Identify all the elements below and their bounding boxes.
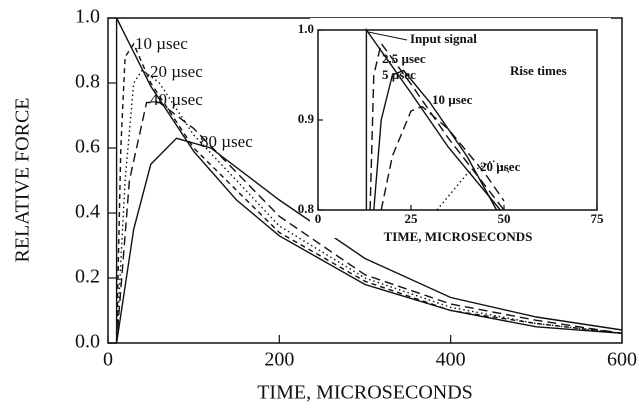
x-tick-label: 600 [607,349,637,371]
y-tick-label: 0.9 [298,111,315,126]
x-tick-label: 50 [498,211,511,226]
y-tick-label: 1.0 [298,21,314,36]
x-tick-label: 75 [591,211,605,226]
series-label: Input signal [410,31,477,46]
series-label: 2.5 µsec [382,51,426,66]
y-tick-label: 0.6 [75,136,100,158]
series-line [373,69,498,211]
series-line [108,17,623,344]
series-line [436,159,512,211]
series-line [115,101,623,344]
x-tick-label: 200 [264,349,294,371]
y-axis-label: RELATIVE FORCE [12,98,34,263]
x-tick-label: 0 [315,211,322,226]
label-pointer [368,31,408,41]
y-tick-label: 0.2 [75,266,100,288]
x-axis-label: TIME, MICROSECONDS [257,382,473,404]
x-tick-label: 0 [103,349,113,371]
series-label: 10 µsec [432,92,473,107]
series-label: 10 µsec [135,34,188,53]
y-tick-label: 0.8 [75,71,100,93]
annotation: Rise times [510,63,567,78]
series-line [115,42,623,344]
series-label: 80 µsec [200,132,253,151]
series-line [115,137,623,344]
series-label: 20 µsec [480,159,521,174]
x-axis-label: TIME, MICROSECONDS [384,229,533,244]
y-tick-label: 0.0 [75,331,100,353]
series-label: 40 µsec [150,90,203,109]
inset-background [310,18,611,238]
series-label: 5 µsec [382,67,416,82]
series-line [365,27,501,211]
series-line [380,105,505,211]
series-label: 20 µsec [150,62,203,81]
y-tick-label: 0.4 [75,201,100,223]
y-tick-label: 0.8 [298,201,315,216]
y-tick-label: 1.0 [75,6,100,28]
series-line [369,41,505,211]
x-tick-label: 400 [436,349,466,371]
x-tick-label: 25 [405,211,419,226]
